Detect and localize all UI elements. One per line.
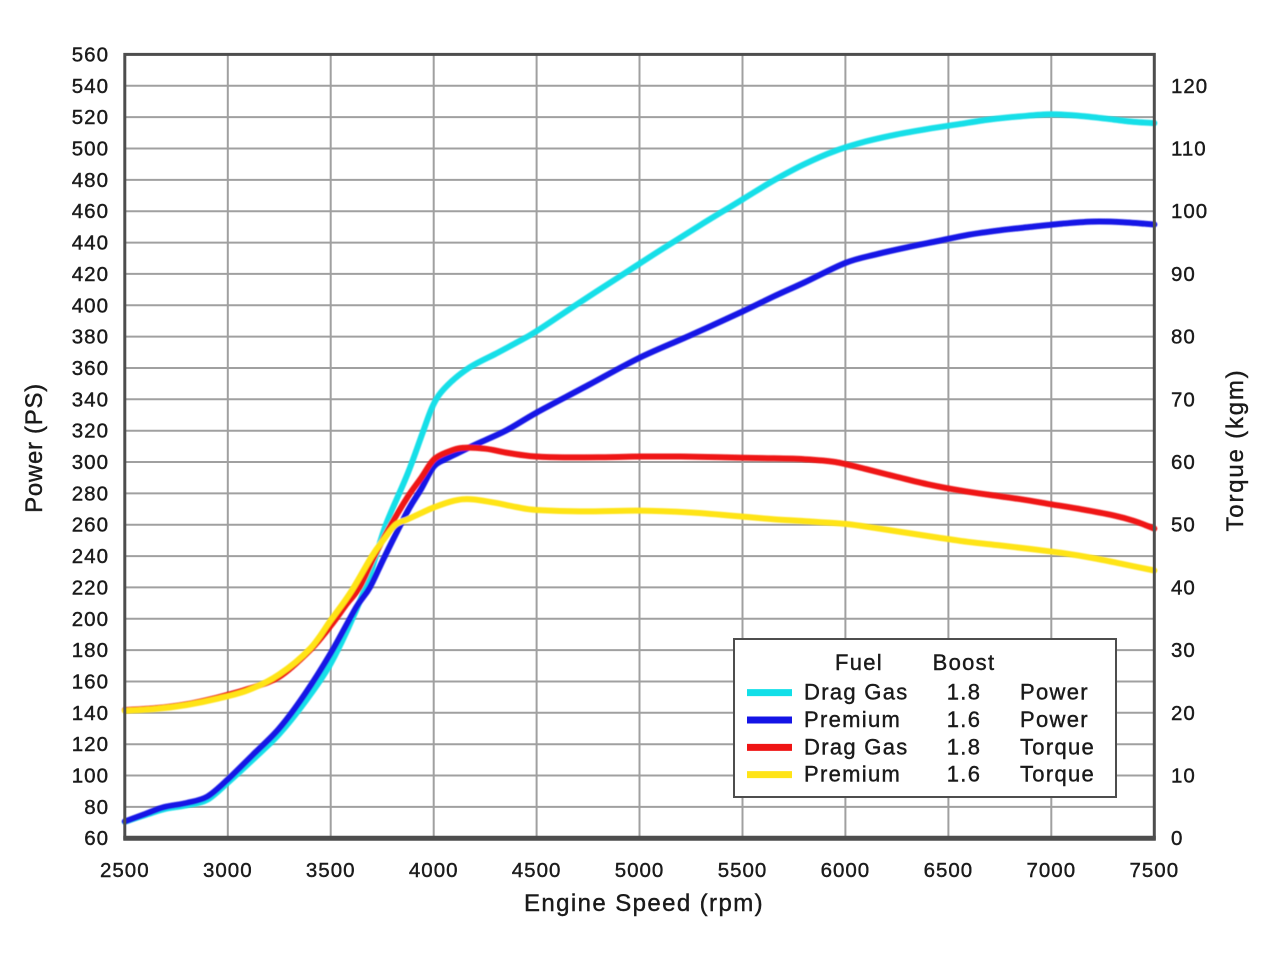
svg-text:5000: 5000 <box>615 859 665 882</box>
svg-text:420: 420 <box>72 263 109 286</box>
svg-text:280: 280 <box>72 482 109 505</box>
svg-text:2500: 2500 <box>100 859 150 882</box>
svg-text:5500: 5500 <box>718 859 768 882</box>
svg-text:220: 220 <box>72 576 109 599</box>
svg-text:540: 540 <box>72 75 109 98</box>
svg-text:160: 160 <box>72 671 109 694</box>
svg-text:180: 180 <box>72 639 109 662</box>
svg-text:Torque (kgm): Torque (kgm) <box>1222 369 1249 532</box>
svg-text:60: 60 <box>1171 451 1196 474</box>
svg-text:500: 500 <box>72 138 109 161</box>
svg-text:90: 90 <box>1171 263 1196 286</box>
svg-text:400: 400 <box>72 294 109 317</box>
svg-text:1.6: 1.6 <box>947 762 981 787</box>
svg-text:1.8: 1.8 <box>947 680 981 705</box>
svg-text:Drag Gas: Drag Gas <box>804 734 909 759</box>
svg-text:Power: Power <box>1020 680 1089 705</box>
svg-text:70: 70 <box>1171 388 1196 411</box>
svg-text:140: 140 <box>72 702 109 725</box>
svg-text:80: 80 <box>1171 326 1196 349</box>
svg-text:7000: 7000 <box>1026 859 1076 882</box>
svg-text:240: 240 <box>72 545 109 568</box>
svg-text:10: 10 <box>1171 765 1196 788</box>
svg-text:440: 440 <box>72 232 109 255</box>
svg-text:4500: 4500 <box>512 859 562 882</box>
svg-text:Drag Gas: Drag Gas <box>804 680 909 705</box>
svg-text:Premium: Premium <box>804 707 901 732</box>
svg-text:80: 80 <box>84 796 109 819</box>
svg-text:1.6: 1.6 <box>947 707 981 732</box>
svg-text:3500: 3500 <box>306 859 356 882</box>
svg-text:1.8: 1.8 <box>947 734 981 759</box>
svg-text:Fuel: Fuel <box>835 650 883 675</box>
svg-text:50: 50 <box>1171 514 1196 537</box>
svg-text:Boost: Boost <box>933 650 996 675</box>
svg-text:Torque: Torque <box>1020 734 1095 759</box>
svg-text:Premium: Premium <box>804 762 901 787</box>
svg-text:Power: Power <box>1020 707 1089 732</box>
svg-text:Engine Speed (rpm): Engine Speed (rpm) <box>524 890 764 917</box>
svg-text:0: 0 <box>1171 827 1183 850</box>
svg-text:20: 20 <box>1171 702 1196 725</box>
svg-text:120: 120 <box>72 733 109 756</box>
svg-text:360: 360 <box>72 357 109 380</box>
svg-text:6500: 6500 <box>924 859 974 882</box>
svg-text:380: 380 <box>72 326 109 349</box>
svg-text:200: 200 <box>72 608 109 631</box>
svg-text:260: 260 <box>72 514 109 537</box>
svg-text:100: 100 <box>1171 200 1208 223</box>
svg-text:30: 30 <box>1171 639 1196 662</box>
svg-text:320: 320 <box>72 420 109 443</box>
svg-text:300: 300 <box>72 451 109 474</box>
svg-text:120: 120 <box>1171 75 1208 98</box>
svg-text:340: 340 <box>72 388 109 411</box>
svg-text:480: 480 <box>72 169 109 192</box>
svg-text:40: 40 <box>1171 576 1196 599</box>
svg-text:Torque: Torque <box>1020 762 1095 787</box>
svg-text:3000: 3000 <box>203 859 253 882</box>
svg-text:7500: 7500 <box>1129 859 1179 882</box>
svg-text:60: 60 <box>84 827 109 850</box>
svg-text:520: 520 <box>72 106 109 129</box>
svg-text:460: 460 <box>72 200 109 223</box>
svg-text:6000: 6000 <box>821 859 871 882</box>
svg-text:110: 110 <box>1171 138 1207 161</box>
svg-text:4000: 4000 <box>409 859 459 882</box>
svg-text:560: 560 <box>72 43 109 66</box>
svg-text:Power (PS): Power (PS) <box>21 383 48 513</box>
svg-text:100: 100 <box>72 765 109 788</box>
